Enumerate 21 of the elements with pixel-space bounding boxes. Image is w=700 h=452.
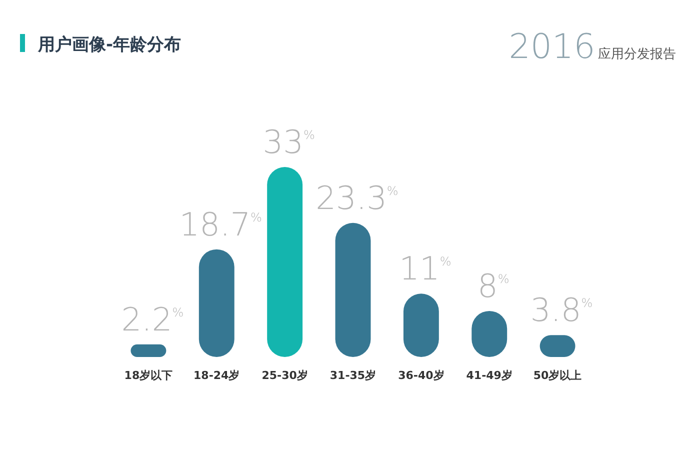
text: 2016 (508, 27, 596, 67)
data-label: 11$^{%}$ (399, 250, 452, 288)
bar (267, 167, 303, 357)
x-tick-label: 31-35岁 (330, 369, 376, 382)
data-label: 3.8$^{%}$ (530, 291, 593, 330)
x-tick-label: 18-24岁 (194, 369, 240, 382)
x-tick-label: 41-49岁 (466, 369, 512, 382)
data-label: 18.7$^{%}$ (179, 205, 262, 244)
data-label: 33$^{%}$ (262, 123, 315, 161)
bar (335, 222, 371, 357)
data-label: 8$^{%}$ (477, 266, 510, 305)
bar (130, 344, 166, 357)
x-tick-label: 18岁以下 (124, 369, 173, 382)
x-tick-label: 36-40岁 (398, 369, 444, 382)
data-label: 23.3$^{%}$ (316, 178, 398, 217)
x-tick-label: 25-30岁 (262, 369, 308, 382)
bar (198, 249, 234, 357)
chart-title: 用户画像-年龄分布 (37, 35, 182, 55)
data-label: 2.2$^{%}$ (121, 300, 184, 338)
text: 应用分发报告 (598, 46, 676, 62)
x-tick-label: 50岁以上 (533, 369, 582, 382)
